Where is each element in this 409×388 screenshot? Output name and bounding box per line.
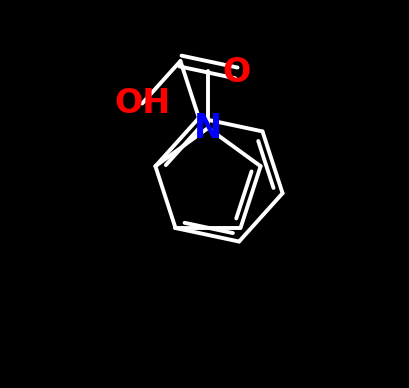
Text: N: N xyxy=(193,111,222,144)
Text: OH: OH xyxy=(114,87,170,120)
Text: O: O xyxy=(222,56,250,89)
